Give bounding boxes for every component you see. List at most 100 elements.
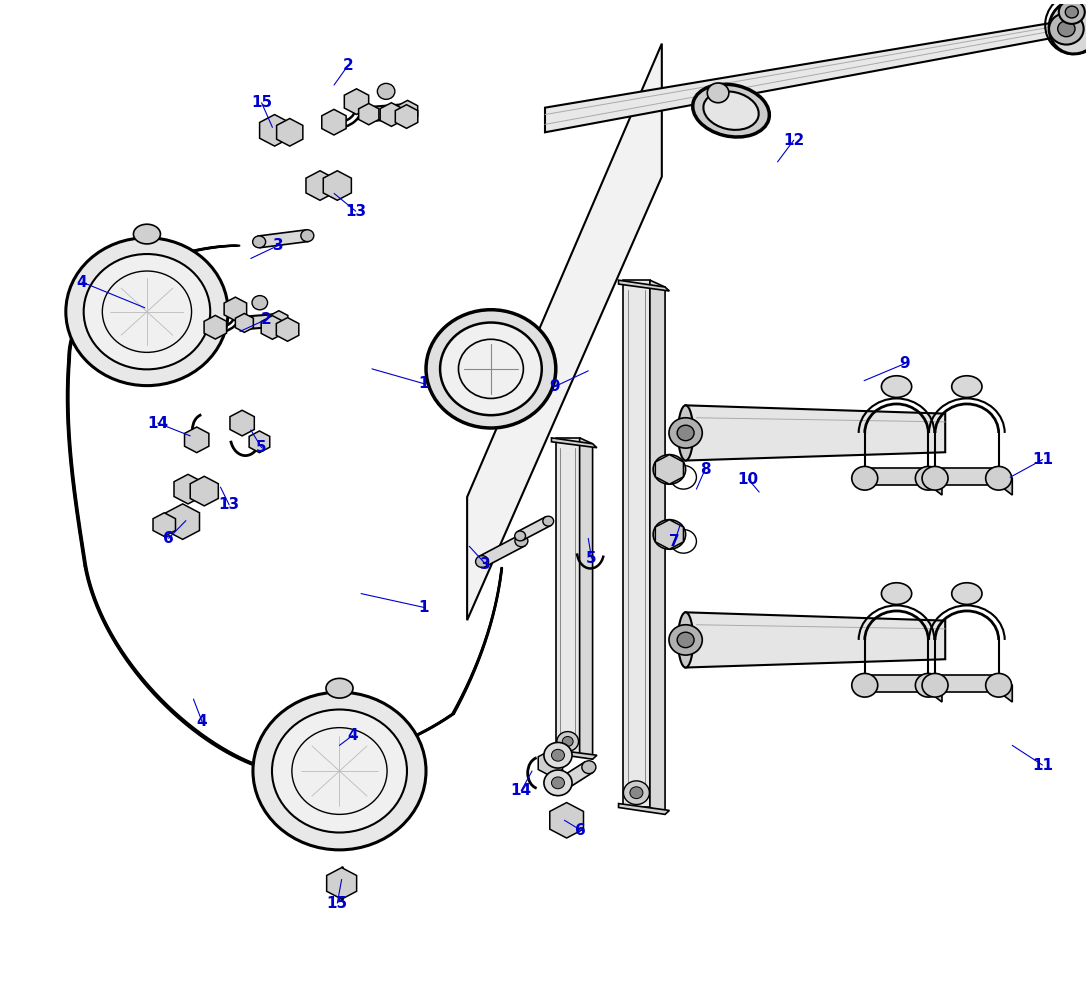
Ellipse shape [326,678,353,698]
Circle shape [707,83,729,102]
Circle shape [253,692,426,850]
Polygon shape [225,297,246,321]
Text: 14: 14 [147,415,168,430]
Polygon shape [259,114,290,146]
Text: 7: 7 [669,534,680,549]
Circle shape [630,787,643,798]
Ellipse shape [882,582,911,604]
Circle shape [562,737,573,746]
Circle shape [669,417,702,448]
Polygon shape [655,520,683,550]
Polygon shape [277,118,303,146]
Circle shape [851,466,877,490]
Polygon shape [306,171,334,201]
Text: 11: 11 [1032,452,1053,467]
Text: 6: 6 [164,531,174,546]
Circle shape [985,466,1012,490]
Text: 13: 13 [346,204,366,219]
Circle shape [65,238,228,386]
Polygon shape [324,171,351,201]
Circle shape [922,466,948,490]
Text: 1: 1 [419,600,429,615]
Polygon shape [368,104,409,121]
Ellipse shape [252,295,267,310]
Polygon shape [204,315,227,339]
Polygon shape [622,280,650,807]
Circle shape [677,632,694,648]
Text: 8: 8 [700,462,711,477]
Polygon shape [396,104,417,128]
Polygon shape [166,504,199,540]
Text: 9: 9 [549,379,560,394]
Text: 4: 4 [347,728,358,744]
Circle shape [653,454,686,484]
Polygon shape [618,803,669,814]
Polygon shape [929,675,942,702]
Circle shape [552,777,565,789]
Text: 4: 4 [197,715,207,730]
Polygon shape [1000,468,1013,495]
Circle shape [661,527,678,543]
Circle shape [544,743,572,768]
Text: 12: 12 [783,132,804,148]
Polygon shape [270,311,288,330]
Polygon shape [277,318,299,341]
Polygon shape [686,612,945,668]
Ellipse shape [133,225,160,244]
Circle shape [922,673,948,697]
Ellipse shape [377,83,395,99]
Ellipse shape [582,760,596,773]
Text: 3: 3 [481,557,490,572]
Polygon shape [191,476,218,506]
Polygon shape [650,280,665,814]
Polygon shape [556,438,580,753]
Circle shape [677,425,694,440]
Polygon shape [552,749,597,759]
Text: 4: 4 [76,274,87,289]
Text: 1: 1 [419,376,429,392]
Polygon shape [686,406,945,460]
Polygon shape [230,411,254,436]
Polygon shape [322,109,347,135]
Polygon shape [538,750,562,776]
Ellipse shape [952,376,982,398]
Text: 2: 2 [342,58,353,73]
Ellipse shape [514,531,525,541]
Text: 5: 5 [586,551,597,566]
Polygon shape [468,44,662,620]
Polygon shape [545,19,1075,132]
Ellipse shape [882,376,911,398]
Ellipse shape [693,84,770,137]
Circle shape [84,254,210,370]
Polygon shape [552,438,597,447]
Polygon shape [1000,675,1013,702]
Text: 9: 9 [899,357,909,372]
Circle shape [557,732,579,751]
Polygon shape [934,675,1000,692]
Text: 13: 13 [219,497,240,512]
Polygon shape [235,313,253,332]
Circle shape [426,310,556,428]
Circle shape [272,710,407,833]
Polygon shape [359,103,379,125]
Text: 6: 6 [576,823,586,838]
Circle shape [916,466,942,490]
Polygon shape [344,88,368,114]
Polygon shape [174,474,202,504]
Polygon shape [244,314,279,329]
Polygon shape [655,454,683,484]
Text: 14: 14 [510,783,532,798]
Text: 15: 15 [327,896,348,911]
Polygon shape [258,230,308,248]
Circle shape [851,673,877,697]
Circle shape [544,770,572,795]
Polygon shape [552,762,593,794]
Polygon shape [864,468,929,485]
Ellipse shape [301,230,314,242]
Circle shape [623,781,650,804]
Circle shape [653,520,686,550]
Polygon shape [153,513,175,537]
Circle shape [440,322,542,415]
Circle shape [552,749,565,761]
Polygon shape [250,431,269,452]
